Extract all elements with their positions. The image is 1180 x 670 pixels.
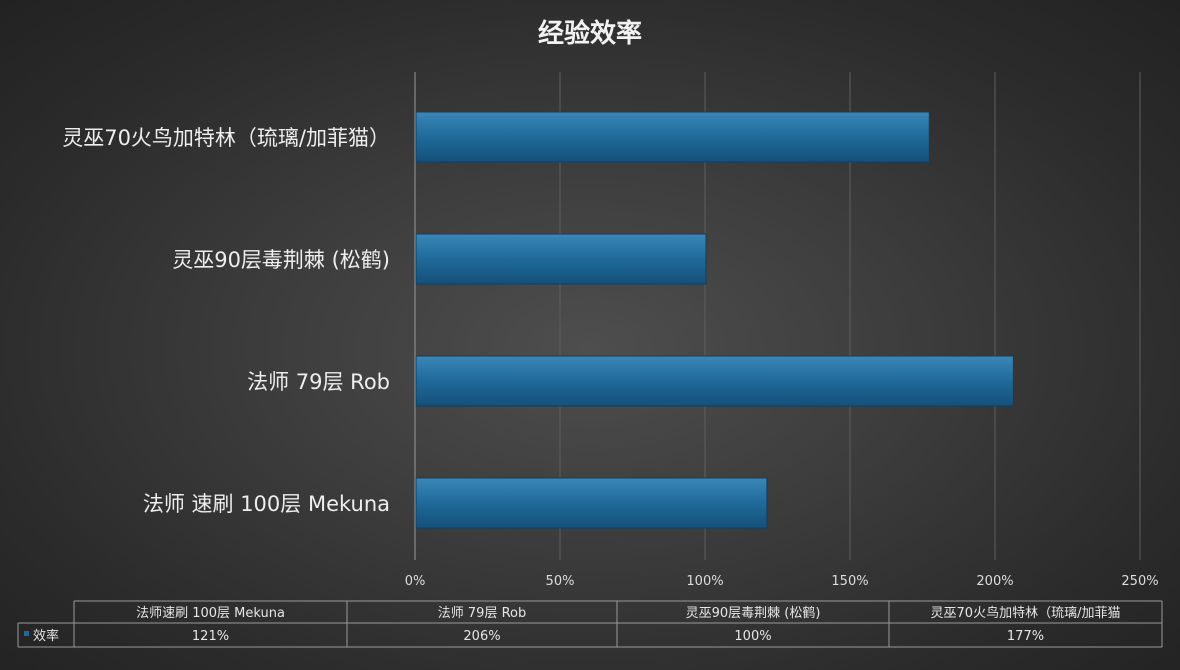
category-label: 法师 79层 Rob: [247, 370, 390, 394]
x-tick-label: 100%: [686, 574, 723, 589]
table-value-cell: 206%: [463, 629, 500, 644]
bar: [415, 477, 768, 529]
category-labels: 法师 速刷 100层 Mekuna 法师 79层 Rob 灵巫90层毒荆棘 (松鹤)…: [62, 126, 390, 516]
chart-title: 经验效率: [538, 18, 642, 49]
table-header-cell: 法师速刷 100层 Mekuna: [136, 606, 285, 621]
bar: [415, 355, 1014, 407]
category-label: 灵巫90层毒荆棘 (松鹤): [172, 248, 390, 272]
x-tick-labels: 0% 50% 100% 150% 200% 250%: [405, 574, 1159, 589]
bar: [415, 111, 930, 163]
bars: [415, 111, 1014, 529]
table-header-cell: 灵巫70火鸟加特林（琉璃/加菲猫: [931, 605, 1121, 621]
bar: [415, 233, 707, 285]
category-label: 法师 速刷 100层 Mekuna: [143, 492, 390, 516]
category-label: 灵巫70火鸟加特林（琉璃/加菲猫）: [62, 126, 390, 150]
table-value-cell: 100%: [734, 629, 771, 644]
x-tick-label: 50%: [546, 574, 575, 589]
table-header-cell: 灵巫90层毒荆棘 (松鹤): [686, 605, 821, 621]
data-table: 法师速刷 100层 Mekuna 法师 79层 Rob 灵巫90层毒荆棘 (松鹤) 灵…: [17, 600, 1163, 648]
legend-swatch: [24, 631, 29, 636]
x-tick-label: 250%: [1121, 574, 1158, 589]
x-tick-label: 200%: [976, 574, 1013, 589]
x-tick-label: 150%: [831, 574, 868, 589]
x-tick-label: 0%: [405, 574, 426, 589]
table-value-cell: 177%: [1007, 629, 1044, 644]
table-header-cell: 法师 79层 Rob: [438, 606, 526, 621]
table-value-cell: 121%: [192, 629, 229, 644]
series-name: 效率: [33, 628, 59, 644]
